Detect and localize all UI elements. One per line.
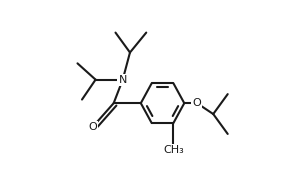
Text: CH₃: CH₃ — [163, 145, 184, 155]
Text: O: O — [192, 98, 201, 108]
Text: O: O — [88, 122, 97, 132]
Text: N: N — [119, 75, 127, 85]
